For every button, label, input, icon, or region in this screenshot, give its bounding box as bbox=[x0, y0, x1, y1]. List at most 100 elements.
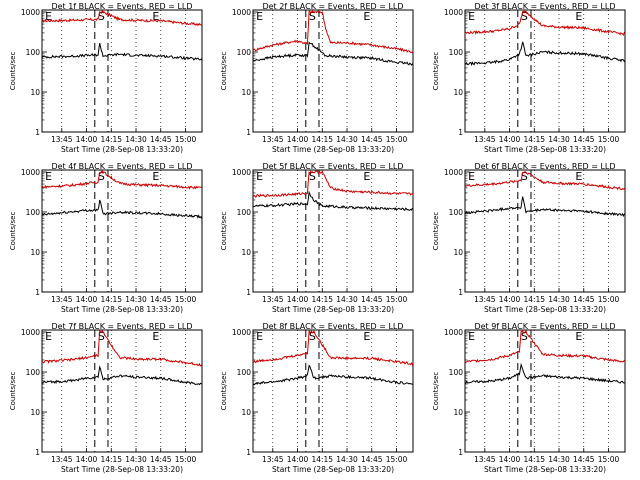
y-tick-label: 100 bbox=[449, 48, 464, 57]
plot-frame bbox=[464, 169, 626, 293]
x-tick-label: 13:45 bbox=[262, 295, 284, 304]
interval-marker-label: E bbox=[468, 330, 475, 343]
plot-frame bbox=[252, 329, 414, 453]
x-tick-label: 13:45 bbox=[474, 135, 496, 144]
x-tick-label: 14:15 bbox=[311, 135, 333, 144]
y-axis-label: Counts/sec bbox=[432, 212, 440, 251]
x-tick-label: 15:00 bbox=[175, 135, 197, 144]
x-tick-label: 14:45 bbox=[150, 455, 172, 464]
y-tick-label: 10 bbox=[30, 88, 40, 97]
x-tick-label: 14:30 bbox=[125, 455, 147, 464]
y-axis-label: Counts/sec bbox=[9, 212, 17, 251]
interval-marker-label: S bbox=[521, 170, 528, 183]
x-tick-label: 14:45 bbox=[361, 295, 383, 304]
interval-marker-label: S bbox=[309, 330, 316, 343]
lld-series-line bbox=[41, 330, 203, 367]
plot-frame bbox=[252, 169, 414, 293]
y-tick-label: 10 bbox=[241, 408, 251, 417]
x-tick-label: 14:45 bbox=[573, 295, 595, 304]
interval-marker-label: S bbox=[521, 10, 528, 23]
y-tick-label: 1 bbox=[458, 288, 463, 297]
interval-marker-label: S bbox=[98, 170, 105, 183]
interval-marker-label: S bbox=[309, 170, 316, 183]
events-series-line bbox=[464, 362, 625, 384]
interval-marker-label: E bbox=[363, 170, 370, 183]
interval-marker-label: S bbox=[98, 10, 105, 23]
chart-title: Det 5f BLACK = Events, RED = LLD bbox=[262, 162, 403, 171]
y-tick-label: 10 bbox=[453, 88, 463, 97]
interval-marker-label: E bbox=[363, 10, 370, 23]
x-tick-label: 14:30 bbox=[336, 135, 358, 144]
x-tick-label: 14:30 bbox=[336, 295, 358, 304]
events-series-line bbox=[41, 365, 203, 386]
x-tick-label: 15:00 bbox=[175, 295, 197, 304]
lld-series-line bbox=[464, 171, 626, 191]
lld-series-line bbox=[252, 329, 414, 366]
x-tick-label: 14:00 bbox=[76, 455, 98, 464]
x-tick-label: 14:15 bbox=[100, 295, 122, 304]
x-tick-label: 14:00 bbox=[76, 135, 98, 144]
x-tick-label: 15:00 bbox=[598, 295, 620, 304]
x-tick-label: 14:45 bbox=[573, 135, 595, 144]
y-tick-label: 10 bbox=[30, 248, 40, 257]
x-axis-label: Start Time (28-Sep-08 13:33:20) bbox=[61, 305, 183, 314]
x-tick-label: 14:45 bbox=[361, 455, 383, 464]
interval-marker-label: E bbox=[152, 170, 159, 183]
y-axis-label: Counts/sec bbox=[432, 372, 440, 411]
x-tick-label: 14:00 bbox=[76, 295, 98, 304]
x-tick-label: 14:45 bbox=[573, 455, 595, 464]
y-tick-label: 100 bbox=[26, 208, 41, 217]
y-axis-label: Counts/sec bbox=[220, 372, 228, 411]
x-tick-label: 13:45 bbox=[51, 295, 73, 304]
lld-series-line bbox=[252, 9, 414, 54]
x-tick-label: 14:30 bbox=[548, 295, 570, 304]
x-tick-label: 14:00 bbox=[499, 295, 521, 304]
x-tick-label: 13:45 bbox=[262, 455, 284, 464]
y-tick-label: 1000 bbox=[444, 328, 463, 337]
interval-marker-label: E bbox=[45, 10, 52, 23]
x-axis-label: Start Time (28-Sep-08 13:33:20) bbox=[272, 465, 394, 474]
x-tick-label: 15:00 bbox=[386, 135, 408, 144]
x-tick-label: 15:00 bbox=[598, 455, 620, 464]
chart-title: Det 1f BLACK = Events, RED = LLD bbox=[51, 2, 192, 11]
interval-marker-label: E bbox=[45, 330, 52, 343]
interval-marker-label: E bbox=[256, 10, 263, 23]
plot-frame bbox=[464, 329, 626, 453]
y-tick-label: 1 bbox=[35, 128, 40, 137]
events-series-line bbox=[252, 190, 414, 211]
x-tick-label: 13:45 bbox=[262, 135, 284, 144]
interval-marker-label: S bbox=[521, 330, 528, 343]
y-tick-label: 1 bbox=[458, 128, 463, 137]
y-tick-label: 10 bbox=[241, 248, 251, 257]
y-tick-label: 100 bbox=[26, 48, 41, 57]
chart-title: Det 8f BLACK = Events, RED = LLD bbox=[262, 322, 403, 331]
chart-title: Det 7f BLACK = Events, RED = LLD bbox=[51, 322, 192, 331]
plot-frame bbox=[41, 169, 203, 293]
events-series-line bbox=[252, 41, 414, 66]
interval-marker-label: E bbox=[152, 330, 159, 343]
x-tick-label: 14:30 bbox=[548, 135, 570, 144]
x-axis-label: Start Time (28-Sep-08 13:33:20) bbox=[484, 465, 606, 474]
y-tick-label: 10 bbox=[30, 408, 40, 417]
y-tick-label: 100 bbox=[449, 208, 464, 217]
chart-title: Det 3f BLACK = Events, RED = LLD bbox=[474, 2, 615, 11]
x-tick-label: 14:15 bbox=[311, 455, 333, 464]
x-tick-label: 14:00 bbox=[287, 295, 309, 304]
events-series-line bbox=[252, 364, 414, 386]
lld-series-line bbox=[464, 329, 626, 364]
interval-marker-label: E bbox=[256, 170, 263, 183]
y-tick-label: 100 bbox=[449, 368, 464, 377]
x-tick-label: 13:45 bbox=[51, 455, 73, 464]
y-tick-label: 1 bbox=[246, 128, 251, 137]
x-tick-label: 14:00 bbox=[499, 135, 521, 144]
x-tick-label: 13:45 bbox=[51, 135, 73, 144]
x-tick-label: 14:30 bbox=[336, 455, 358, 464]
y-axis-label: Counts/sec bbox=[220, 52, 228, 91]
y-tick-label: 10 bbox=[453, 408, 463, 417]
